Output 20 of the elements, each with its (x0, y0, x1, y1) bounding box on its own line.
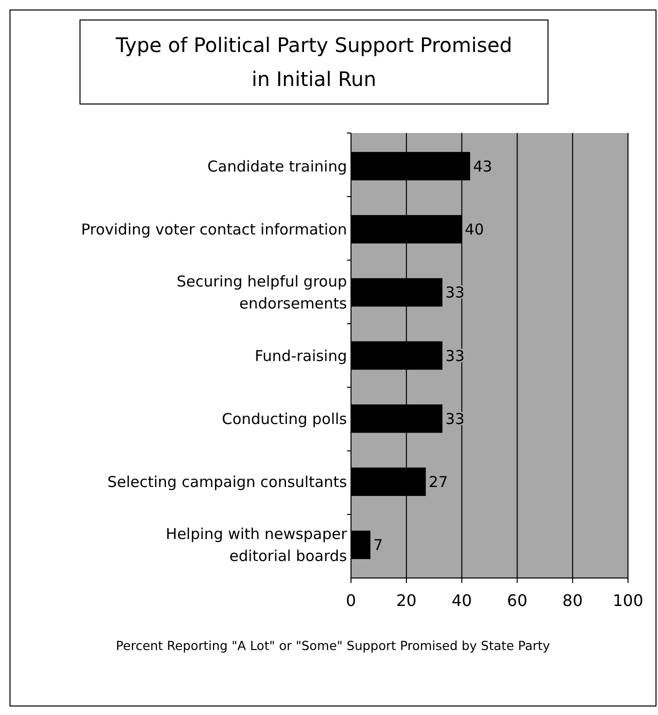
bar (351, 530, 370, 560)
data-label: 40 (464, 220, 484, 239)
y-tick-label: Helping with newspaper editorial boards (166, 525, 348, 566)
y-tick-label: Securing helpful group endorsements (176, 272, 348, 313)
y-tick-label: Providing voter contact information (81, 220, 347, 239)
x-tick-label: 20 (396, 591, 417, 610)
y-tick-label: Selecting campaign consultants (107, 472, 348, 491)
data-label: 43 (473, 157, 492, 176)
y-tick-label: Fund-raising (254, 346, 347, 365)
y-tick-label: Conducting polls (222, 410, 348, 428)
data-label: 7 (373, 536, 383, 554)
y-tick-label: Candidate training (207, 157, 347, 176)
x-tick-label: 80 (562, 591, 583, 610)
x-tick-label: 0 (346, 591, 356, 610)
data-label: 27 (428, 472, 448, 491)
x-axis-title: Percent Reporting "A Lot" or "Some" Support Promised by State Party (116, 638, 551, 653)
x-tick-label: 100 (612, 591, 644, 610)
chart-title: Type of Political Party Support Promised in Initial Run (114, 33, 512, 91)
x-tick-label: 40 (452, 591, 472, 610)
x-tick-label: 60 (507, 591, 528, 610)
